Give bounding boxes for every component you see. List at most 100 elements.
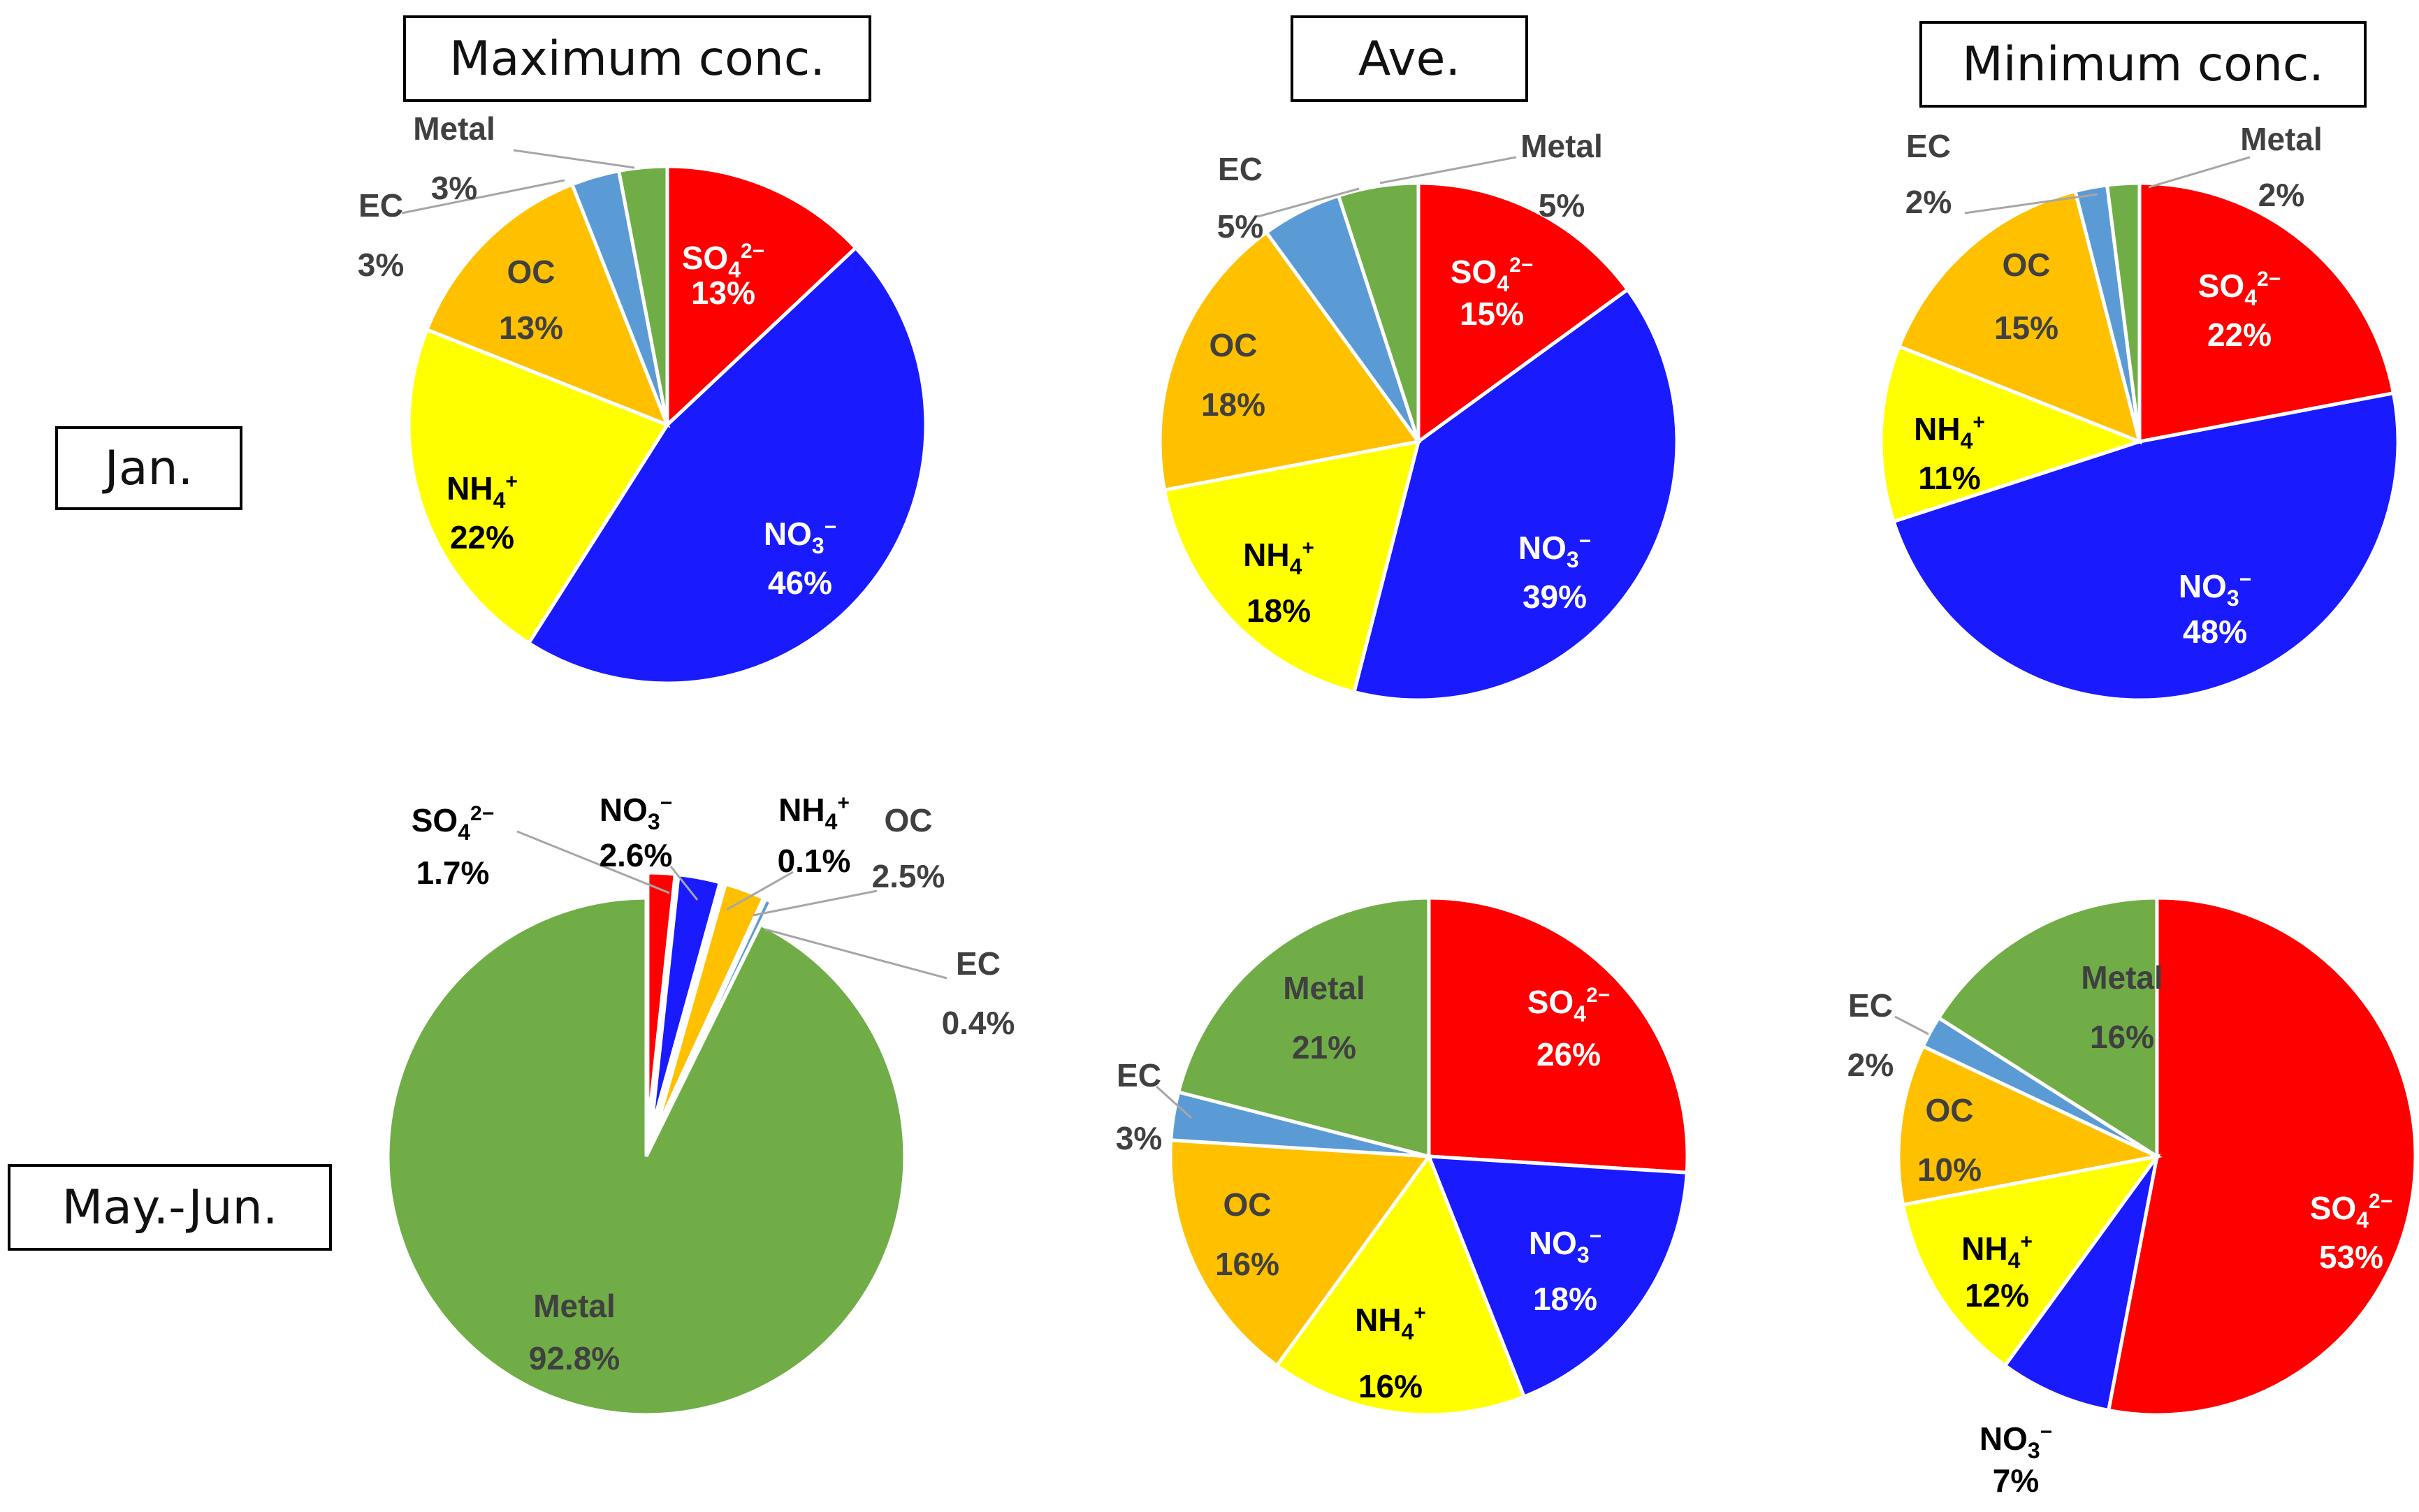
column-title-ave: Ave. <box>1291 15 1528 102</box>
slice-metal <box>1176 896 1431 1159</box>
slice-oc <box>653 882 767 1134</box>
value-ec: 5% <box>1217 208 1263 245</box>
value-no3: 18% <box>1533 1281 1597 1317</box>
label-no3: NO3− <box>600 792 672 834</box>
leader-line-oc <box>753 889 878 917</box>
slice-oc <box>1158 230 1422 493</box>
label-no3: NO3− <box>1529 1225 1601 1267</box>
label-nh4: NH4+ <box>1243 537 1314 579</box>
label-so4: SO42− <box>412 802 494 845</box>
slice-no3 <box>526 245 928 685</box>
label-nh4: NH4+ <box>446 470 518 513</box>
label-oc: OC <box>1223 1186 1272 1223</box>
value-metal: 5% <box>1539 187 1585 224</box>
slice-no3 <box>1891 391 2400 702</box>
value-oc: 10% <box>1917 1151 1982 1188</box>
slice-so4 <box>1427 896 1690 1175</box>
value-nh4: 18% <box>1247 593 1311 629</box>
value-so4: 1.7% <box>416 855 490 891</box>
slice-oc <box>1896 189 2142 445</box>
value-oc: 16% <box>1215 1246 1279 1282</box>
slice-nh4 <box>1901 1154 2161 1368</box>
leader-line-ec <box>764 928 947 980</box>
value-no3: 2.6% <box>600 837 673 873</box>
label-so4: SO42− <box>2310 1190 2392 1233</box>
leader-line-ec <box>1155 1085 1193 1119</box>
leader-line-so4 <box>516 830 670 894</box>
label-so4: SO42− <box>1451 254 1533 296</box>
label-metal: Metal <box>2081 959 2163 996</box>
slice-oc <box>424 182 671 428</box>
row-title-jan: Jan. <box>55 426 242 510</box>
value-ec: 0.4% <box>942 1005 1015 1041</box>
slice-metal <box>1936 896 2159 1160</box>
label-metal: Metal <box>2240 121 2323 157</box>
label-highlight <box>2187 262 2292 304</box>
label-oc: OC <box>507 254 555 290</box>
value-so4: 13% <box>691 275 755 311</box>
label-nh4: NH4+ <box>778 792 850 834</box>
label-nh4: NH4+ <box>1914 411 1985 453</box>
value-ec: 3% <box>358 247 404 283</box>
value-oc: 13% <box>499 310 563 346</box>
value-metal: 3% <box>431 170 477 206</box>
value-metal: 2% <box>2258 177 2304 213</box>
value-ec: 3% <box>1116 1120 1162 1156</box>
value-no3: 46% <box>768 565 832 601</box>
pie-chart-3: SO42− 22% NO3−48% NH4+ 11% OC 15% EC 2% Metal 2% <box>1879 121 2400 702</box>
label-metal: Metal <box>413 110 495 147</box>
slice-no3 <box>1426 1154 1689 1400</box>
slice-so4 <box>2106 896 2418 1417</box>
value-oc: 15% <box>1994 310 2058 346</box>
value-no3: 7% <box>1993 1462 2039 1499</box>
slice-so4 <box>1416 181 1630 445</box>
label-ec: EC <box>1906 128 1951 164</box>
value-so4: 53% <box>2319 1239 2383 1275</box>
slice-nh4 <box>1274 1152 1527 1417</box>
slice-so4 <box>646 871 678 1132</box>
column-title-max: Maximum conc. <box>403 15 871 102</box>
label-metal: Metal <box>1520 128 1603 164</box>
value-metal: 16% <box>2090 1019 2154 1055</box>
value-so4: 26% <box>1537 1036 1601 1073</box>
leader-line-no3 <box>669 866 699 901</box>
leader-line-ec <box>1257 187 1360 218</box>
label-ec: EC <box>956 945 1001 982</box>
value-ec: 2% <box>1847 1047 1894 1083</box>
label-so4: SO42− <box>2198 268 2281 310</box>
value-nh4: 12% <box>1965 1277 2029 1314</box>
slice-metal <box>2105 181 2142 442</box>
label-nh4: NH4+ <box>1355 1302 1426 1344</box>
leader-line-metal <box>2148 156 2251 189</box>
slice-so4 <box>665 164 859 429</box>
pie-chart-5: SO42− 26% NO3− 18% NH4+ 16% OC 16% EC 3% Metal 21% <box>1116 896 1690 1417</box>
slice-metal <box>616 164 669 426</box>
slice-nh4 <box>1879 344 2145 524</box>
slice-metal <box>1336 181 1421 442</box>
slice-oc <box>1168 1138 1432 1368</box>
value-no3: 48% <box>2183 613 2247 650</box>
value-no3: 39% <box>1523 579 1587 615</box>
label-ec: EC <box>1218 151 1263 187</box>
label-nh4: NH4+ <box>1961 1230 2033 1273</box>
pie-chart-4: SO42− 1.7% NO3−2.6% NH4+ 0.1% OC 2.5% EC 0.4% Met… <box>386 792 1015 1417</box>
label-oc: OC <box>1210 327 1258 363</box>
label-ec: EC <box>1848 987 1893 1024</box>
value-oc: 2.5% <box>872 858 945 894</box>
leader-line-ec <box>401 179 565 215</box>
label-metal: Metal <box>533 1288 616 1324</box>
label-ec: EC <box>358 187 403 224</box>
slice-nh4 <box>651 880 726 1133</box>
label-no3: NO3− <box>1518 530 1591 572</box>
row-title-may-jun: May.-Jun. <box>8 1164 332 1251</box>
label-ec: EC <box>1117 1057 1161 1093</box>
label-so4: SO42− <box>1527 984 1610 1026</box>
label-oc: OC <box>885 802 933 838</box>
pie-chart-2: SO42−15% NO3− 39% NH4+ 18% OC 18% EC 5% Metal 5% <box>1158 128 1679 702</box>
slice-no3 <box>1351 287 1679 702</box>
value-nh4: 11% <box>1918 460 1981 496</box>
label-no3: NO3− <box>764 516 836 558</box>
slice-nh4 <box>1162 439 1421 695</box>
